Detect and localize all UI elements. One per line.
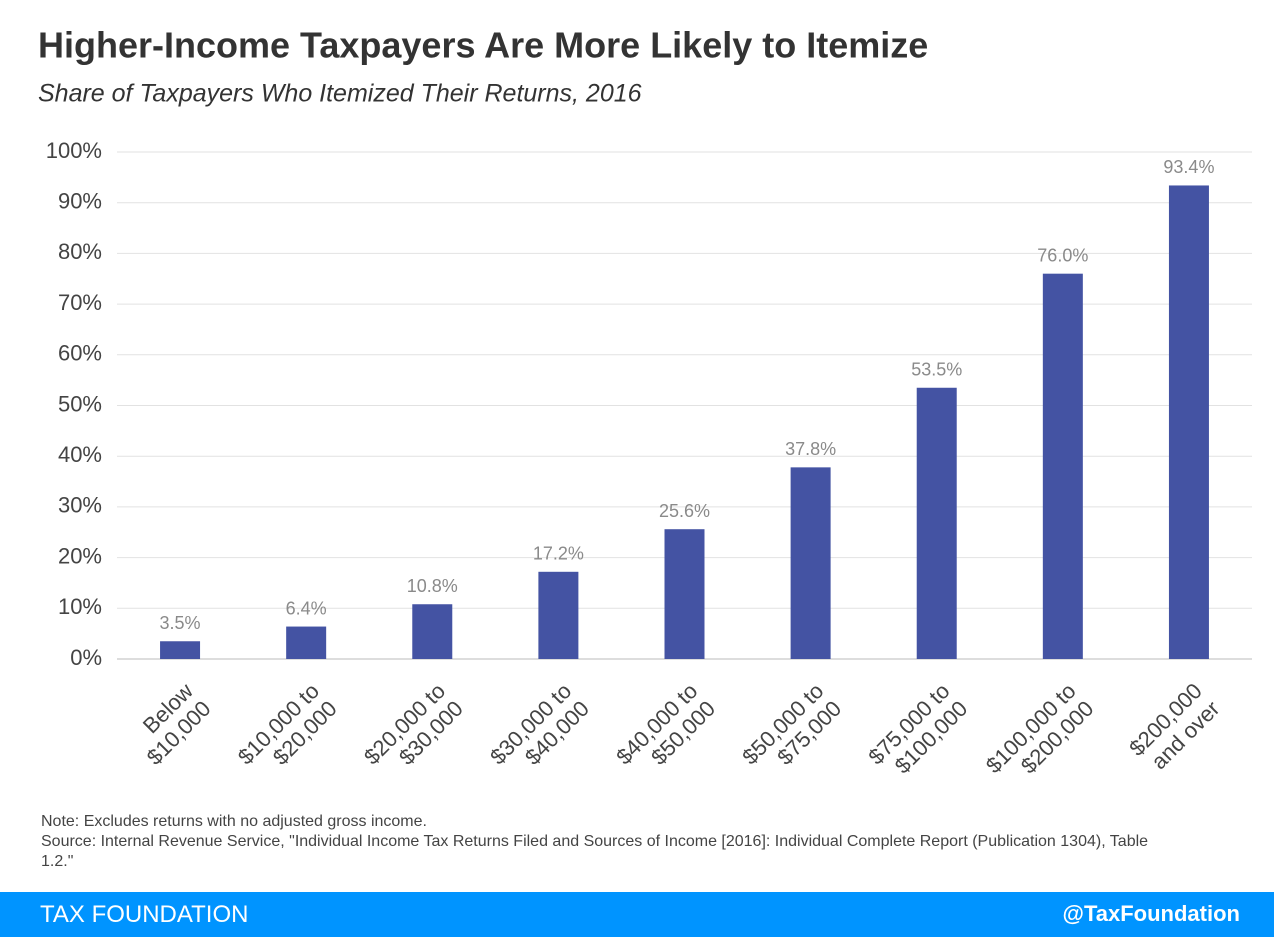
y-tick-label: 60% — [58, 341, 102, 366]
y-tick-label: 50% — [58, 391, 102, 416]
x-tick-label-group: $30,000 to$40,000 — [485, 678, 594, 770]
bar — [160, 641, 201, 659]
chart-subtitle: Share of Taxpayers Who Itemized Their Re… — [38, 80, 642, 108]
y-tick-label: 80% — [58, 239, 102, 264]
bar — [1042, 273, 1083, 659]
footer-handle: @TaxFoundation — [1062, 901, 1240, 926]
value-label: 17.2% — [533, 544, 584, 564]
bar — [916, 387, 957, 659]
y-tick-label: 70% — [58, 290, 102, 315]
bar — [412, 604, 453, 659]
x-tick-label-group: $50,000 to$75,000 — [737, 678, 846, 770]
x-tick-label-group: $10,000 to$20,000 — [233, 678, 342, 770]
value-label: 10.8% — [407, 576, 458, 596]
y-tick-label: 0% — [70, 645, 102, 670]
x-tick-label-group: Below$10,000 — [138, 678, 216, 770]
footer: TAX FOUNDATION @TaxFoundation — [0, 892, 1274, 937]
value-label: 93.4% — [1163, 157, 1214, 177]
value-label: 25.6% — [659, 501, 710, 521]
bar — [538, 571, 579, 659]
value-label: 3.5% — [160, 613, 201, 633]
value-label: 6.4% — [286, 598, 327, 618]
x-tick-label-group: $20,000 to$30,000 — [359, 678, 468, 770]
bar — [790, 467, 831, 659]
value-label: 37.8% — [785, 439, 836, 459]
footer-brand: TAX FOUNDATION — [40, 901, 249, 928]
note: Note: Excludes returns with no adjusted … — [41, 813, 427, 830]
y-tick-label: 40% — [58, 442, 102, 467]
bar — [664, 529, 705, 659]
x-tick-label-group: $40,000 to$50,000 — [611, 678, 720, 770]
y-tick-label: 30% — [58, 493, 102, 518]
x-tick-label-group: $100,000 to$200,000 — [981, 678, 1099, 778]
value-label: 53.5% — [911, 360, 962, 380]
chart: Higher-Income Taxpayers Are More Likely … — [38, 25, 1252, 778]
notes: Note: Excludes returns with no adjusted … — [41, 812, 1181, 872]
value-label: 76.0% — [1037, 245, 1088, 265]
y-tick-label: 100% — [46, 138, 102, 163]
x-tick-label-group: $75,000 to$100,000 — [863, 678, 972, 778]
bar — [1168, 185, 1209, 659]
chart-title: Higher-Income Taxpayers Are More Likely … — [38, 25, 928, 66]
y-tick-label: 90% — [58, 189, 102, 214]
bar — [286, 626, 327, 659]
source: Source: Internal Revenue Service, "Indiv… — [41, 833, 1149, 870]
y-tick-label: 20% — [58, 543, 102, 568]
y-tick-label: 10% — [58, 594, 102, 619]
